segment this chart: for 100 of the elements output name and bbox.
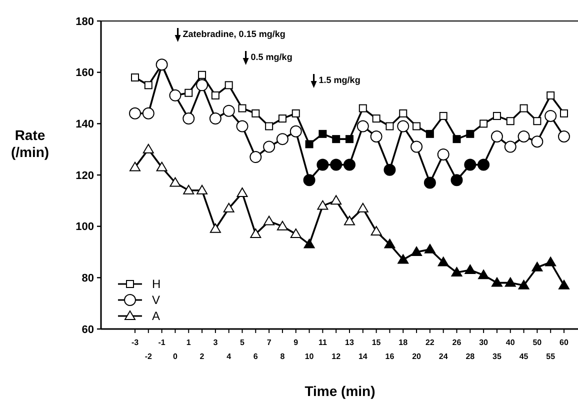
point xyxy=(210,223,221,233)
point xyxy=(196,79,208,92)
x-tick-label: 18 xyxy=(398,338,408,347)
y-tick-label: 160 xyxy=(76,67,94,80)
point xyxy=(478,158,490,171)
x-tick-label: 10 xyxy=(304,352,314,361)
point xyxy=(466,130,474,138)
point xyxy=(236,120,248,132)
point xyxy=(224,81,233,90)
point xyxy=(263,140,276,153)
y-axis-title: Rate (/min) xyxy=(10,127,50,160)
point xyxy=(451,267,462,277)
point xyxy=(532,262,543,272)
point xyxy=(317,200,328,210)
point xyxy=(439,112,448,120)
y-tick-label: 80 xyxy=(82,272,94,285)
point xyxy=(156,162,168,172)
x-tick-label: 28 xyxy=(466,352,476,361)
point xyxy=(478,270,490,280)
point xyxy=(399,109,408,118)
x-tick-label: 1 xyxy=(186,338,192,347)
annotation: Zatebradine, 0.15 mg/kg xyxy=(182,29,286,39)
y-tick-label: 140 xyxy=(76,118,94,131)
point xyxy=(290,125,302,138)
point xyxy=(450,174,463,186)
point xyxy=(303,174,316,186)
point xyxy=(144,81,152,90)
point xyxy=(142,107,154,120)
x-tick-label: 13 xyxy=(345,338,354,347)
point xyxy=(304,238,315,248)
annotation: 0.5 mg/kg xyxy=(250,52,292,62)
point xyxy=(370,226,382,236)
point xyxy=(384,238,396,248)
point xyxy=(437,148,450,160)
x-tick-label: 8 xyxy=(280,352,286,361)
x-tick-label: 14 xyxy=(358,352,368,361)
x-tick-label: 6 xyxy=(253,352,258,361)
x-tick-label: 45 xyxy=(519,352,529,361)
x-axis-title: Time (min) xyxy=(304,383,376,399)
point xyxy=(183,184,194,194)
point xyxy=(358,104,367,112)
point xyxy=(131,73,139,82)
y-tick-label: 120 xyxy=(76,170,94,182)
point xyxy=(211,91,220,100)
point xyxy=(384,164,396,176)
point xyxy=(411,246,422,256)
x-tick-label: 22 xyxy=(425,338,435,347)
x-tick-label: 5 xyxy=(240,338,246,347)
point xyxy=(196,184,208,194)
point xyxy=(480,120,488,128)
point xyxy=(236,187,248,197)
point xyxy=(370,130,382,142)
x-tick-label: 4 xyxy=(226,352,232,361)
point xyxy=(426,130,434,138)
point xyxy=(372,114,380,123)
x-tick-label: 15 xyxy=(372,338,382,347)
point xyxy=(520,104,528,112)
point xyxy=(544,110,557,122)
legend-label: H xyxy=(152,277,161,292)
point xyxy=(238,104,246,112)
point xyxy=(490,130,503,142)
point xyxy=(518,130,530,142)
x-tick-label: 20 xyxy=(412,352,422,361)
point xyxy=(330,195,342,205)
point xyxy=(492,112,501,120)
point xyxy=(278,114,286,123)
x-tick-label: -3 xyxy=(131,338,140,347)
point xyxy=(397,120,410,132)
x-tick-label: 9 xyxy=(294,338,299,347)
point xyxy=(412,122,421,130)
x-tick-label: 12 xyxy=(332,352,342,361)
point xyxy=(130,162,140,172)
point xyxy=(330,158,342,171)
x-tick-label: 40 xyxy=(506,338,516,347)
x-tick-label: 7 xyxy=(266,338,272,347)
point xyxy=(410,140,423,153)
point xyxy=(170,177,181,187)
point xyxy=(424,244,436,254)
point xyxy=(357,202,368,212)
x-tick-label: 11 xyxy=(318,338,328,347)
point xyxy=(223,202,234,212)
point xyxy=(346,135,354,144)
point xyxy=(386,122,394,130)
point xyxy=(558,130,570,142)
legend-label: A xyxy=(152,309,160,324)
point xyxy=(184,88,193,97)
point xyxy=(560,109,568,118)
point xyxy=(504,277,516,287)
x-tick-label: 55 xyxy=(546,352,556,361)
y-tick-label: 100 xyxy=(76,221,94,234)
point xyxy=(398,254,409,264)
x-tick-label: 35 xyxy=(492,352,502,361)
point xyxy=(332,135,340,144)
point xyxy=(305,140,314,148)
point xyxy=(558,280,570,290)
x-tick-label: 30 xyxy=(479,338,489,347)
point xyxy=(424,176,436,189)
point xyxy=(276,220,288,230)
x-tick-label: -1 xyxy=(158,338,166,347)
point xyxy=(491,277,502,287)
